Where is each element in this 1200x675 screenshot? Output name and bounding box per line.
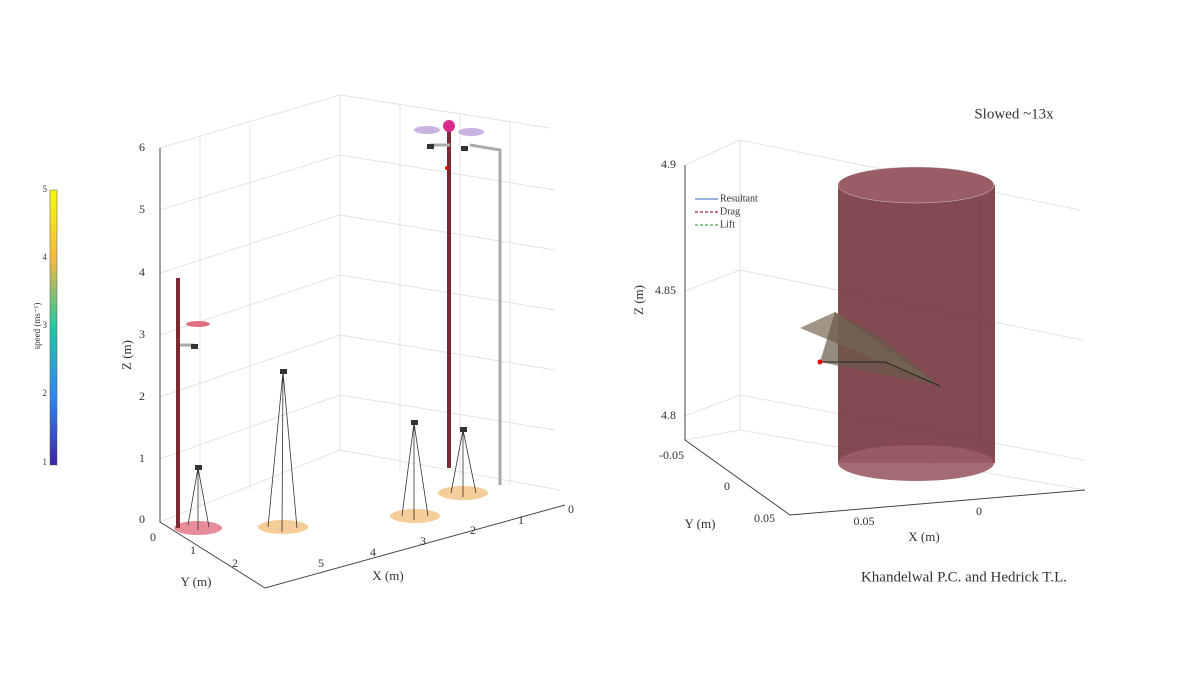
credit: Khandelwal P.C. and Hedrick T.L. bbox=[861, 569, 1067, 585]
x-tick-label: 3 bbox=[420, 534, 426, 548]
z-tick-label: 5 bbox=[139, 202, 145, 216]
y-axis-label: Y (m) bbox=[181, 574, 212, 589]
y-tick-label: 0 bbox=[150, 530, 156, 544]
x-axis-label: X (m) bbox=[372, 568, 403, 583]
z-tick-label: 0 bbox=[139, 512, 145, 526]
colorbar-tick: 5 bbox=[43, 184, 48, 194]
z-axis-label: Z (m) bbox=[631, 285, 646, 315]
x-axis-label: X (m) bbox=[908, 529, 939, 544]
y-tick-label: 1 bbox=[190, 543, 196, 557]
x-tick-label: 0 bbox=[568, 502, 574, 516]
z-tick-label: 2 bbox=[139, 389, 145, 403]
x-tick-label: 5 bbox=[318, 556, 324, 570]
colorbar-label: speed (ms⁻¹) bbox=[32, 303, 42, 350]
colorbar-tick: 1 bbox=[43, 457, 48, 467]
z-tick-label: 1 bbox=[139, 451, 145, 465]
x-tick-label: 2 bbox=[470, 523, 476, 537]
y-tick-label: 0.05 bbox=[754, 511, 775, 525]
right-scene bbox=[684, 139, 1086, 516]
colorbar bbox=[49, 189, 58, 466]
y-tick-label: 2 bbox=[232, 556, 238, 570]
colorbar-tick: 3 bbox=[43, 320, 48, 330]
legend-entry: Drag bbox=[720, 206, 740, 217]
legend-entry: Lift bbox=[720, 219, 735, 230]
colorbar-tick: 4 bbox=[43, 252, 48, 262]
y-tick-label: 0 bbox=[724, 479, 730, 493]
z-tick-label: 4.85 bbox=[655, 283, 676, 297]
legend-entry: Resultant bbox=[720, 193, 758, 204]
z-tick-label: 4 bbox=[139, 265, 145, 279]
x-tick-label: 4 bbox=[370, 545, 376, 559]
z-axis-label: Z (m) bbox=[119, 340, 134, 370]
z-tick-label: 4.9 bbox=[661, 157, 676, 171]
title: Slowed ~13x bbox=[974, 106, 1054, 122]
z-tick-label: 3 bbox=[139, 327, 145, 341]
y-tick-label: -0.05 bbox=[659, 448, 684, 462]
x-tick-label: 0 bbox=[976, 504, 982, 518]
x-tick-label: 0.05 bbox=[854, 514, 875, 528]
left-scene bbox=[159, 94, 566, 589]
x-tick-label: 1 bbox=[518, 513, 524, 527]
z-tick-label: 6 bbox=[139, 140, 145, 154]
y-axis-label: Y (m) bbox=[685, 516, 716, 531]
colorbar-tick: 2 bbox=[43, 388, 48, 398]
z-tick-label: 4.8 bbox=[661, 408, 676, 422]
